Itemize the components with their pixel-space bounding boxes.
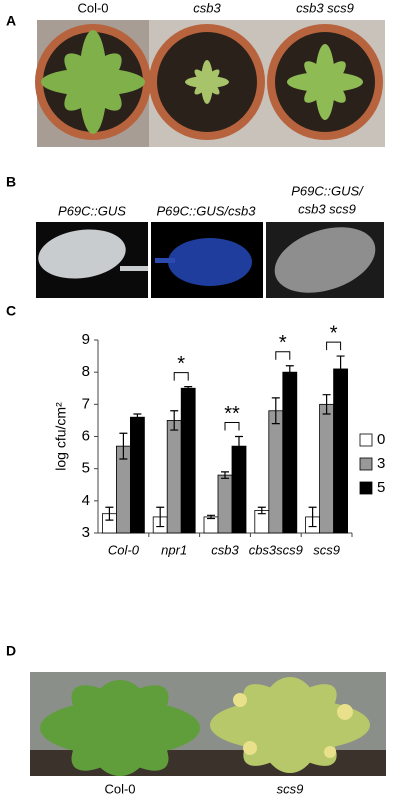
y-tick-label: 5 [82,460,90,477]
significance-label: * [279,332,287,354]
bar [319,403,335,534]
error-bar [156,506,165,528]
panel-label: C [6,303,16,319]
bar [333,368,349,534]
caption: P69C::GUS/csb3 [157,203,257,218]
significance-label: * [177,353,185,375]
x-tick-label: cbs3scs9 [249,542,303,557]
y-tick-label: 9 [82,331,90,348]
panel-label: B [6,174,16,190]
x-tick-label: npr1 [161,542,187,557]
bar [203,516,219,534]
y-tick-label: 7 [82,395,90,412]
photo-a [35,20,385,147]
y-tick-label: 4 [82,492,90,509]
significance-bracket [173,372,189,381]
y-tick-label: 6 [82,427,90,444]
error-bar [133,413,142,422]
legend-swatch [359,433,373,447]
bar [180,387,196,534]
caption: P69C::GUS/ [291,183,364,198]
caption: Col-0 [104,781,135,796]
error-bar [336,355,345,383]
x-tick-label: Col-0 [108,542,140,557]
error-bar [271,397,280,425]
bar [166,420,182,534]
caption: P69C::GUS [58,203,126,218]
significance-bracket [275,351,291,360]
caption: csb3 [193,0,221,15]
significance-label: * [330,322,338,344]
y-axis-label: log cfu/cm² [53,402,69,471]
chart: 3 4 5 6 7 8 9 log cfu/cm² Col-0 npr1 csb3 cbs3scs9 s… [53,322,386,557]
y-tick-label: 8 [82,363,90,380]
legend-label: 5 [377,479,385,496]
legend-label: 0 [377,431,385,448]
error-bar [170,410,179,431]
error-bar [221,471,229,479]
significance-bracket [326,341,342,351]
legend-label: 3 [377,455,385,472]
legend-swatch [359,457,373,471]
bar [268,410,284,534]
caption: csb3 scs9 [298,201,356,216]
y-tick-label: 3 [82,524,90,541]
error-bar [207,514,215,520]
x-tick-label: csb3 [211,542,239,557]
bar [129,416,145,534]
legend-swatch [359,481,373,495]
significance-label: ** [224,403,240,425]
error-bar [184,386,193,391]
error-bar [105,506,114,521]
x-tick-label: scs9 [313,542,340,557]
error-bar [322,394,331,415]
error-bar [257,506,266,515]
bar [282,371,298,534]
error-bar [235,435,243,457]
panel-label: A [6,13,16,29]
bar [217,474,233,534]
error-bar [119,432,128,460]
significance-bracket [224,422,240,431]
bar [231,445,247,534]
caption: Col-0 [77,0,108,15]
caption: csb3 scs9 [296,0,354,15]
panel-label: D [6,643,16,659]
caption: scs9 [277,781,304,796]
error-bar [308,506,317,528]
error-bar [285,365,294,380]
photo-b [36,222,384,298]
photo-d [30,672,386,776]
